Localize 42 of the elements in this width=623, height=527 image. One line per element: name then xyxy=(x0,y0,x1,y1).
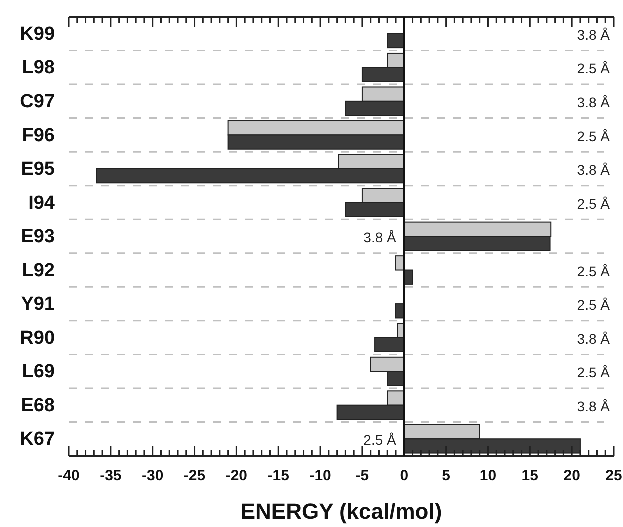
x-tick-label: -30 xyxy=(142,468,164,485)
annotation: 2.5 Å xyxy=(364,432,398,448)
y-tick-label: E68 xyxy=(21,395,55,416)
x-tick-label: -40 xyxy=(58,468,80,485)
x-tick-label: -20 xyxy=(226,468,248,485)
annotation: 2.5 Å xyxy=(577,364,611,381)
annotation: 3.8 Å xyxy=(364,230,398,246)
y-tick-label: E93 xyxy=(21,226,55,248)
x-tick-label: 10 xyxy=(480,468,497,485)
annotation: 3.8 Å xyxy=(577,94,611,110)
y-tick-label: K67 xyxy=(20,429,55,450)
y-tick-label: L98 xyxy=(22,58,55,79)
y-tick-label: Y91 xyxy=(21,294,56,316)
x-tick-label: -5 xyxy=(356,468,370,485)
x-tick-label: 25 xyxy=(606,468,622,485)
y-tick-label: L69 xyxy=(22,362,55,383)
x-tick-label: -15 xyxy=(268,468,290,485)
y-tick-label: E95 xyxy=(21,159,56,180)
x-tick-label: 20 xyxy=(564,468,580,485)
y-tick-label: F96 xyxy=(22,125,55,146)
bar xyxy=(387,33,405,49)
annotation: 2.5 Å xyxy=(577,128,611,144)
annotation: 2.5 Å xyxy=(577,297,611,314)
y-tick-label: L92 xyxy=(22,260,55,282)
y-tick-label: K99 xyxy=(20,24,55,45)
x-tick-label: 15 xyxy=(522,468,538,485)
annotation: 2.5 Å xyxy=(577,60,611,77)
x-tick-label: -25 xyxy=(184,468,206,485)
x-tick-label: 0 xyxy=(400,468,409,485)
annotation: 3.8 Å xyxy=(577,330,611,347)
annotation: 2.5 Å xyxy=(577,196,611,212)
x-tick-label: 5 xyxy=(442,468,450,485)
annotation: 3.8 Å xyxy=(577,162,611,178)
x-tick-label: -10 xyxy=(310,468,332,485)
x-axis-title: ENERGY (kcal/mol) xyxy=(240,499,442,524)
annotation: 3.8 Å xyxy=(577,398,611,414)
y-tick-label: R90 xyxy=(20,328,55,349)
x-tick-label: -35 xyxy=(100,468,122,485)
y-tick-label: C97 xyxy=(20,92,55,113)
y-tick-label: I94 xyxy=(28,192,56,214)
annotation: 2.5 Å xyxy=(577,263,611,280)
annotation: 3.8 Å xyxy=(577,26,611,43)
